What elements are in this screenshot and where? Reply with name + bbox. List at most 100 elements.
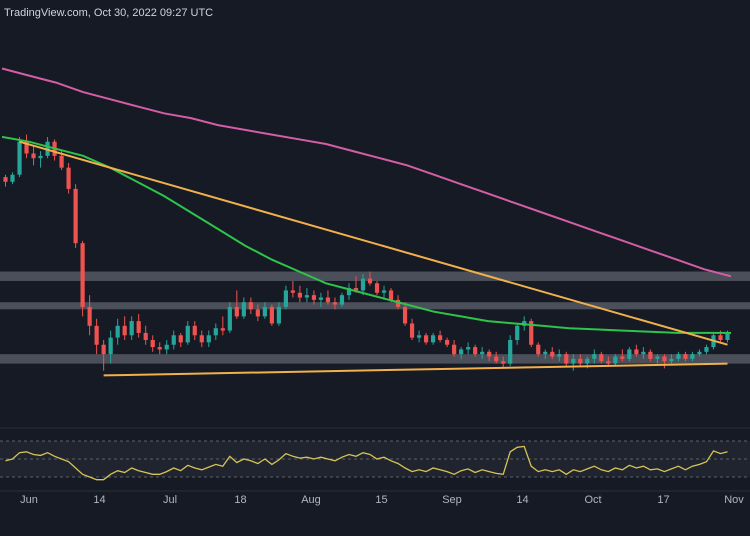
candle-body <box>402 306 408 324</box>
x-tick-label: Jul <box>163 494 177 506</box>
candle-body <box>10 174 15 182</box>
candle-body <box>150 340 155 348</box>
candle-body <box>641 351 646 355</box>
candle-body <box>80 243 85 307</box>
candle-body <box>571 358 576 364</box>
header-separator: , <box>87 7 91 19</box>
candle-body <box>38 155 43 159</box>
candle-body <box>452 344 457 355</box>
candle-body <box>409 323 415 338</box>
descending-trendline <box>19 140 728 346</box>
candle-body <box>304 295 310 298</box>
candle-body <box>311 295 317 300</box>
candle-body <box>269 306 274 324</box>
x-tick-label: Oct <box>584 494 601 506</box>
candle-body <box>185 325 190 343</box>
candle-body <box>543 351 548 355</box>
x-tick-label: 14 <box>516 494 528 506</box>
candle-body <box>108 337 113 355</box>
candle-body <box>381 290 387 293</box>
zone-1 <box>0 302 750 310</box>
candle-body <box>367 278 373 284</box>
candle-body <box>171 335 176 345</box>
candle-body <box>599 354 604 362</box>
candle-body <box>508 340 513 364</box>
candle-body <box>227 306 232 331</box>
timestamp-label: Oct 30, 2022 09:27 UTC <box>93 7 214 19</box>
candle-body <box>255 309 260 317</box>
candle-body <box>3 177 8 182</box>
candle-body <box>466 347 471 350</box>
candle-body <box>290 290 296 293</box>
candle-body <box>648 351 653 359</box>
x-tick-label: Nov <box>724 494 744 506</box>
candle-body <box>683 354 688 359</box>
x-tick-label: Jun <box>20 494 38 506</box>
candle-body <box>24 141 29 154</box>
candle-body <box>276 306 281 324</box>
candle-body <box>101 344 106 355</box>
candle-body <box>676 354 681 359</box>
candle-body <box>220 328 225 331</box>
candle-body <box>164 344 169 350</box>
candle-body <box>536 344 541 355</box>
candle-body <box>662 356 667 362</box>
x-tick-label: 17 <box>657 494 669 506</box>
rsi-pane <box>0 427 750 478</box>
candle-body <box>423 335 429 343</box>
candle-body <box>297 292 303 298</box>
candle-body <box>206 335 211 343</box>
x-tick-label: 18 <box>234 494 246 506</box>
candle-body <box>529 321 534 345</box>
candle-body <box>374 283 380 293</box>
candle-body <box>592 354 597 359</box>
candle-body <box>136 321 141 333</box>
candle-body <box>634 349 639 355</box>
candle-body <box>178 335 183 343</box>
candle-body <box>388 290 394 300</box>
candle-body <box>669 358 674 362</box>
candle-body <box>578 358 583 364</box>
candle-body <box>704 347 709 352</box>
candle-body <box>430 335 436 343</box>
candle-body <box>690 354 695 359</box>
candle-body <box>585 358 590 364</box>
candle-body <box>17 141 22 175</box>
candle-body <box>283 290 288 307</box>
candle-body <box>459 349 464 355</box>
candle-body <box>129 321 134 336</box>
candle-body <box>199 335 204 343</box>
candle-body <box>557 354 562 357</box>
candle-body <box>606 361 611 364</box>
candle-body <box>94 325 99 345</box>
candle-body <box>248 302 253 310</box>
candle-body <box>143 332 148 340</box>
candle-body <box>655 356 660 359</box>
candle-body <box>718 335 723 340</box>
candle-body <box>494 356 499 362</box>
ma-fast-line <box>1 135 731 334</box>
candle-body <box>157 347 162 350</box>
candle-body <box>445 340 450 345</box>
candle-body <box>241 302 246 317</box>
chart-header: TradingView.com, Oct 30, 2022 09:27 UTC <box>4 7 213 19</box>
candle-body <box>346 288 352 296</box>
candle-body <box>725 332 730 340</box>
x-axis: Jun 14 Jul 18 Aug 15 Sep 14 Oct 17 Nov <box>0 490 750 506</box>
candle-body <box>480 351 485 355</box>
candle-body <box>360 278 366 291</box>
candle-body <box>262 306 267 317</box>
x-tick-label: Aug <box>301 494 321 506</box>
x-tick-label: 15 <box>375 494 387 506</box>
source-label: TradingView.com <box>4 7 88 19</box>
candle-body <box>66 167 71 189</box>
candle-body <box>473 347 478 355</box>
candle-body <box>192 325 197 336</box>
candle-body <box>318 297 324 300</box>
candle-body <box>487 351 492 357</box>
candle-body <box>613 356 618 364</box>
candle-body <box>564 354 569 364</box>
candle-body <box>73 188 78 244</box>
candle-body <box>353 288 359 291</box>
